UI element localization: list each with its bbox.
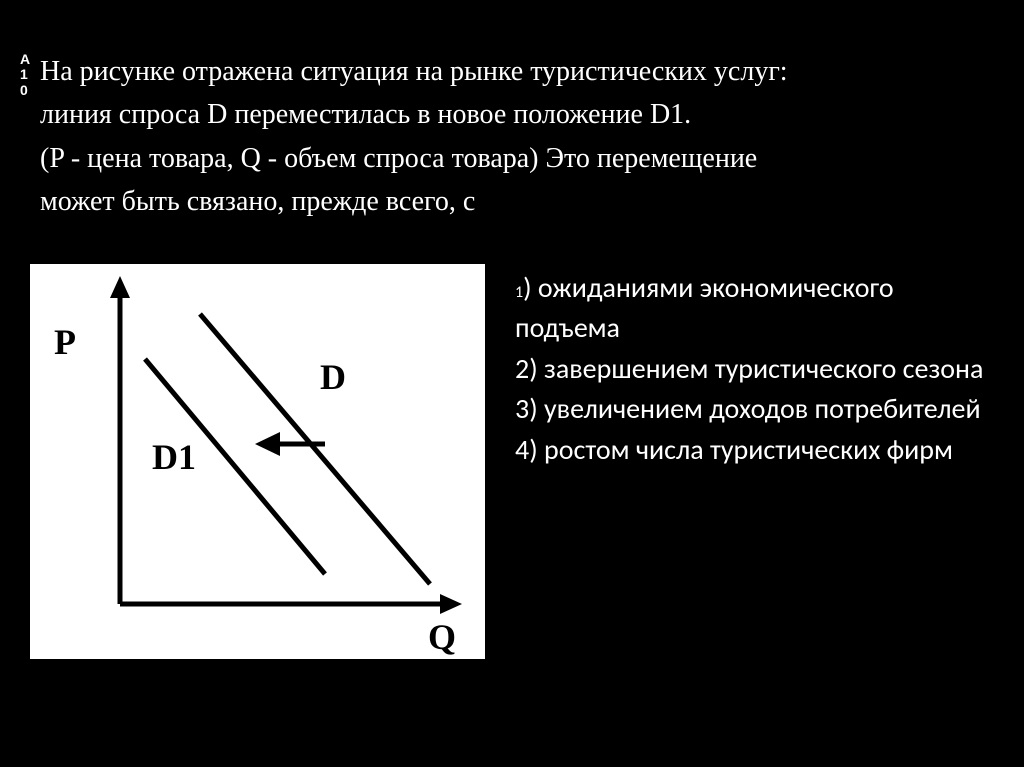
shift-arrow-head-icon [255,432,280,456]
answer-options: 1) ожиданиями экономического подъема 2) … [515,264,994,471]
answer-text: ) ожиданиями экономического подъема [515,270,894,346]
q-axis-label: Q [428,617,456,657]
question-line: линия спроса D переместилась в новое пол… [40,93,994,136]
answer-option-1: 1) ожиданиями экономического подъема [515,268,994,349]
d-line-label: D [320,357,346,397]
corner-label-line: А [20,52,30,67]
corner-label-line: 1 [20,67,30,82]
question-line: На рисунке отражена ситуация на рынке ту… [40,50,994,93]
demand-shift-chart: P Q D D1 [30,264,485,659]
answer-option-3: 3) увеличением доходов потребителей [515,389,994,430]
corner-label-line: 0 [20,83,30,98]
answer-num: 1 [515,283,523,302]
y-axis-arrow-icon [110,276,130,298]
question-text: На рисунке отражена ситуация на рынке ту… [40,50,994,224]
answer-option-2: 2) завершением туристического сезона [515,349,994,390]
p-axis-label: P [54,322,76,362]
corner-label: А 1 0 [20,52,30,98]
question-line: может быть связано, прежде всего, с [40,180,994,223]
x-axis-arrow-icon [440,594,462,614]
answer-option-4: 4) ростом числа туристических фирм [515,430,994,471]
d1-line-label: D1 [152,437,196,477]
content-row: P Q D D1 1) ожиданиями экономического по… [30,264,994,659]
chart-svg: P Q D D1 [30,264,485,659]
demand-line-d [200,314,430,584]
question-line: (P - цена товара, Q - объем спроса товар… [40,137,994,180]
